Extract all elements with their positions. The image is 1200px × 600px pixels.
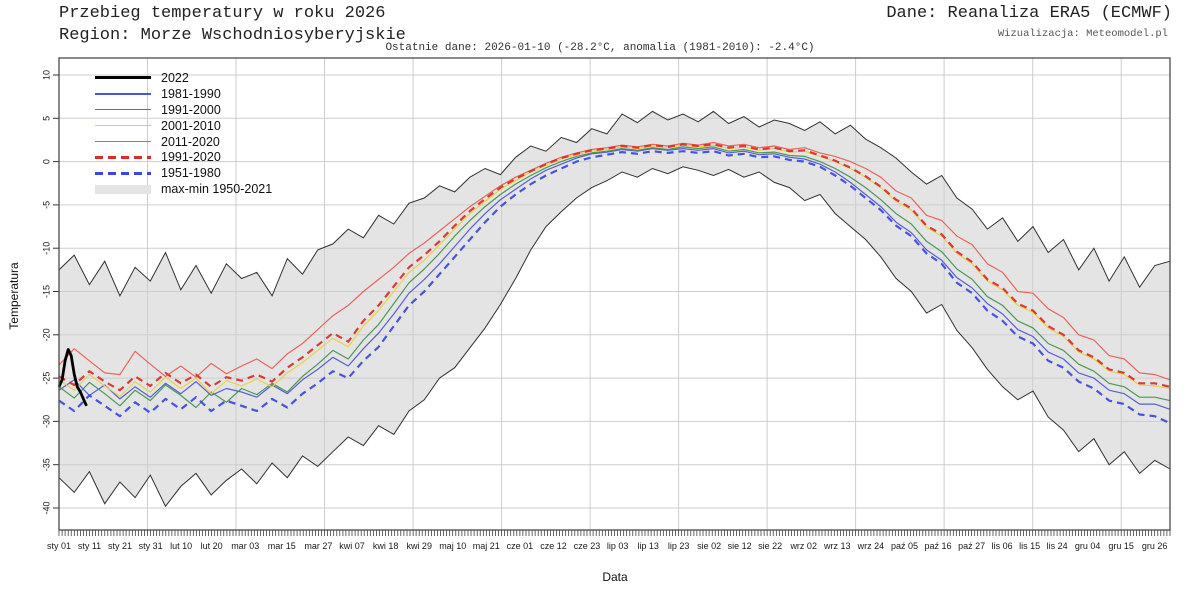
legend-label: 1991-2000 [161,102,221,117]
y-tick-label: -10 [41,242,51,255]
legend-item-2022: 2022 [95,70,272,86]
x-tick-label: wrz 02 [789,541,817,551]
x-tick-label: kwi 29 [406,541,432,551]
legend-label: 1981-1990 [161,86,221,101]
x-tick-label: sty 31 [139,541,163,551]
band-max-edge-line [58,110,1171,297]
y-tick-label: -30 [41,415,51,428]
x-tick-label: paź 05 [891,541,918,551]
legend-swatch [95,124,151,127]
y-tick-label: 0 [41,159,51,164]
x-tick-label: mar 15 [268,541,296,551]
plot-border [58,57,1171,531]
y-tick-label: -40 [41,501,51,514]
x-tick-label: lip 23 [668,541,690,551]
visualization-credit: Wizualizacja: Meteomodel.pl [997,28,1168,40]
series-line-1991-2020 [58,143,1171,392]
legend-swatch [95,76,151,80]
y-tick-label: -5 [41,201,51,209]
legend-item-1951-1980: 1951-1980 [95,165,272,181]
legend-label: 1991-2020 [161,150,221,165]
legend-item-1991-2020: 1991-2020 [95,149,272,165]
legend-item-max-min-1950-2021: max-min 1950-2021 [95,181,272,197]
series-line-1981-1990 [58,148,1171,410]
x-tick-label: cze 01 [507,541,534,551]
legend-item-1981-1990: 1981-1990 [95,86,272,102]
series-line-1991-2000 [58,146,1171,409]
x-tick-label: gru 15 [1108,541,1134,551]
x-tick-label: wrz 13 [823,541,851,551]
x-tick-label: lut 10 [170,541,192,551]
x-tick-label: lis 06 [992,541,1013,551]
page-title: Przebieg temperatury w roku 2026 [59,4,386,23]
x-tick-label: wrz 24 [857,541,885,551]
x-tick-label: sie 22 [758,541,782,551]
legend-item-2001-2010: 2001-2010 [95,118,272,134]
x-tick-label: cze 23 [574,541,601,551]
legend-label: max-min 1950-2021 [161,182,273,197]
x-tick-label: gru 26 [1142,541,1168,551]
x-tick-label: paź 16 [924,541,951,551]
x-tick-label: maj 21 [473,541,500,551]
last-data-annotation: Ostatnie dane: 2026-01-10 (-28.2°C, anom… [385,42,815,54]
legend-label: 1951-1980 [161,166,221,181]
series-line-current-year [57,348,88,407]
x-tick-label: lis 24 [1047,541,1068,551]
x-axis-title: Data [602,570,628,584]
legend-item-2011-2020: 2011-2020 [95,134,272,150]
region-subtitle: Region: Morze Wschodniosyberyjskie [59,26,406,45]
x-tick-label: sty 01 [47,541,71,551]
legend-swatch [95,140,151,143]
x-tick-label: cze 12 [540,541,567,551]
series-line-1951-1980 [58,150,1171,425]
x-tick-label: mar 27 [304,541,332,551]
x-tick-label: kwi 18 [373,541,399,551]
legend-label: 2011-2020 [161,134,220,149]
x-tick-label: sty 21 [108,541,132,551]
band-min-edge-line [58,166,1171,508]
y-tick-label: -25 [41,372,51,385]
y-tick-label: 10 [41,70,51,80]
x-tick-label: kwi 07 [339,541,365,551]
x-tick-label: gru 04 [1075,541,1101,551]
legend-item-1991-2000: 1991-2000 [95,102,272,118]
y-tick-label: 5 [41,116,51,121]
x-tick-label: lip 13 [637,541,659,551]
x-tick-label: sty 11 [78,541,101,551]
legend-swatch [95,93,151,95]
x-tick-label: sie 12 [728,541,752,551]
y-tick-label: -20 [41,328,51,341]
legend-swatch [95,156,151,159]
legend-swatch [95,184,151,194]
x-tick-label: lip 03 [607,541,629,551]
x-tick-label: lut 20 [201,541,223,551]
x-tick-label: mar 03 [231,541,259,551]
legend-swatch [95,172,151,175]
x-tick-label: sie 02 [697,541,721,551]
chart-legend: 2022 1981-1990 1991-2000 2001-2010 2011-2020… [95,70,272,197]
y-tick-label: -35 [41,458,51,471]
legend-label: 2001-2010 [161,118,221,133]
data-source-label: Dane: Reanaliza ERA5 (ECMWF) [886,4,1172,23]
legend-label: 2022 [161,70,189,85]
x-tick-label: lis 15 [1019,541,1040,551]
x-tick-label: paź 27 [958,541,985,551]
y-axis-title: Temperatura [7,262,21,330]
x-tick-label: maj 10 [439,541,466,551]
y-tick-label: -15 [41,285,51,298]
legend-swatch [95,109,151,111]
